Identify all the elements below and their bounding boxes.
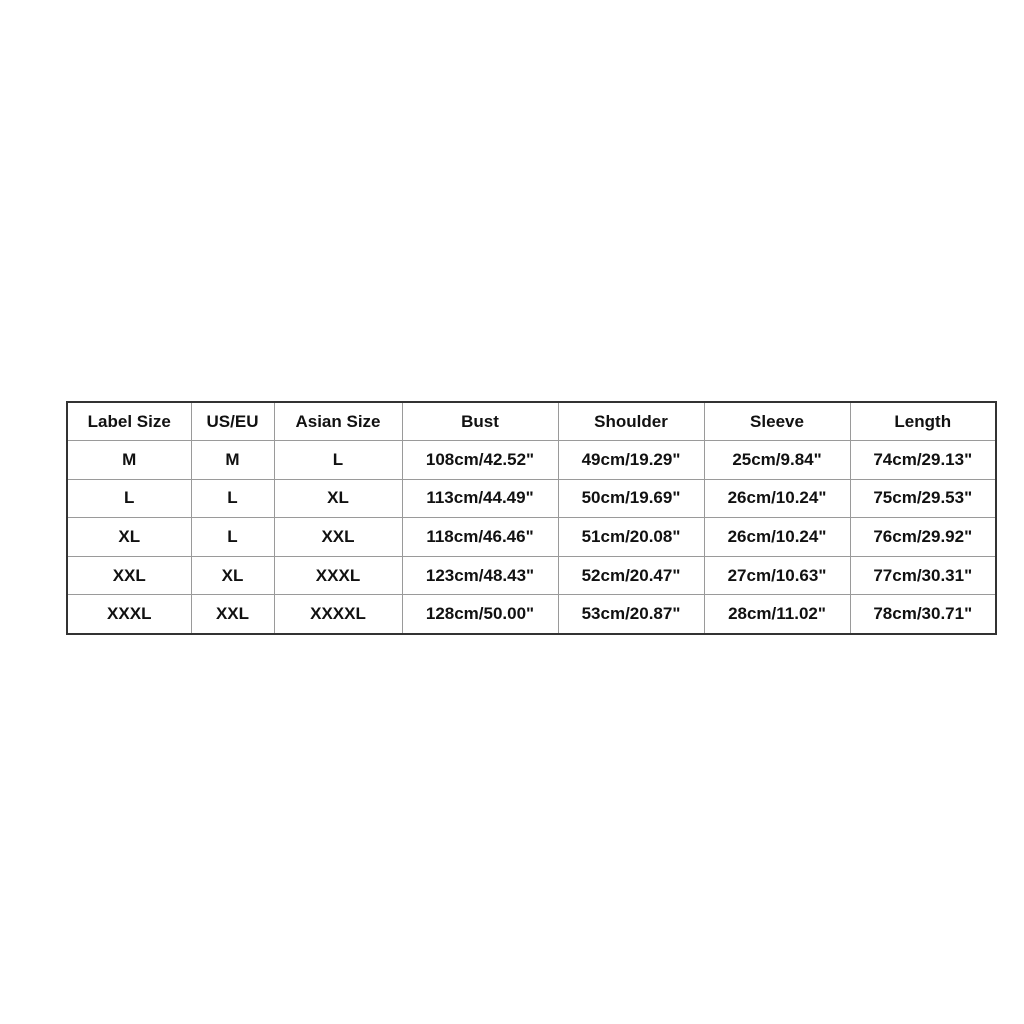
table-cell: XL [273, 478, 403, 519]
table-cell: 26cm/10.24" [703, 517, 851, 557]
table-cell: M [190, 440, 275, 480]
table-cell: 108cm/42.52" [401, 440, 559, 480]
table-cell: L [190, 517, 275, 557]
table-cell: XXXL [273, 555, 403, 596]
table-cell: XXL [190, 594, 275, 635]
table-cell: 123cm/48.43" [401, 555, 559, 596]
header-row: Label Size US/EU Asian Size Bust Shoulder Sle… [66, 401, 997, 442]
table-cell: XL [66, 517, 192, 557]
table-cell: XXXL [66, 594, 192, 635]
table-cell: 75cm/29.53" [849, 478, 997, 519]
table-cell: 118cm/46.46" [401, 517, 559, 557]
table-row: XXL XL XXXL 123cm/48.43" 52cm/20.47" 27cm/10.… [66, 555, 997, 596]
column-header: Label Size [66, 401, 192, 442]
column-header: Bust [401, 401, 559, 442]
table-cell: 74cm/29.13" [849, 440, 997, 480]
table-cell: 53cm/20.87" [557, 594, 705, 635]
table-row: M M L 108cm/42.52" 49cm/19.29" 25cm/9.84" 74cm… [66, 440, 997, 480]
table-cell: 25cm/9.84" [703, 440, 851, 480]
table-cell: 27cm/10.63" [703, 555, 851, 596]
column-header: US/EU [190, 401, 275, 442]
table-cell: XXL [66, 555, 192, 596]
table-cell: 76cm/29.92" [849, 517, 997, 557]
table-cell: 49cm/19.29" [557, 440, 705, 480]
column-header: Length [849, 401, 997, 442]
table-cell: 113cm/44.49" [401, 478, 559, 519]
size-chart-table: Label Size US/EU Asian Size Bust Shoulder Sle… [66, 401, 997, 635]
table-cell: M [66, 440, 192, 480]
table-cell: 78cm/30.71" [849, 594, 997, 635]
table-row: XXXL XXL XXXXL 128cm/50.00" 53cm/20.87" 28cm/… [66, 594, 997, 635]
table-cell: 28cm/11.02" [703, 594, 851, 635]
table-cell: 51cm/20.08" [557, 517, 705, 557]
table-row: L L XL 113cm/44.49" 50cm/19.69" 26cm/10.24" 75… [66, 478, 997, 519]
table-cell: 128cm/50.00" [401, 594, 559, 635]
table-cell: L [66, 478, 192, 519]
table-cell: L [190, 478, 275, 519]
table-cell: XL [190, 555, 275, 596]
table-cell: 26cm/10.24" [703, 478, 851, 519]
table-cell: XXXXL [273, 594, 403, 635]
column-header: Asian Size [273, 401, 403, 442]
table-cell: 52cm/20.47" [557, 555, 705, 596]
column-header: Sleeve [703, 401, 851, 442]
table-row: XL L XXL 118cm/46.46" 51cm/20.08" 26cm/10.24"… [66, 517, 997, 557]
table-cell: 50cm/19.69" [557, 478, 705, 519]
table-cell: 77cm/30.31" [849, 555, 997, 596]
table-cell: L [273, 440, 403, 480]
column-header: Shoulder [557, 401, 705, 442]
table-cell: XXL [273, 517, 403, 557]
